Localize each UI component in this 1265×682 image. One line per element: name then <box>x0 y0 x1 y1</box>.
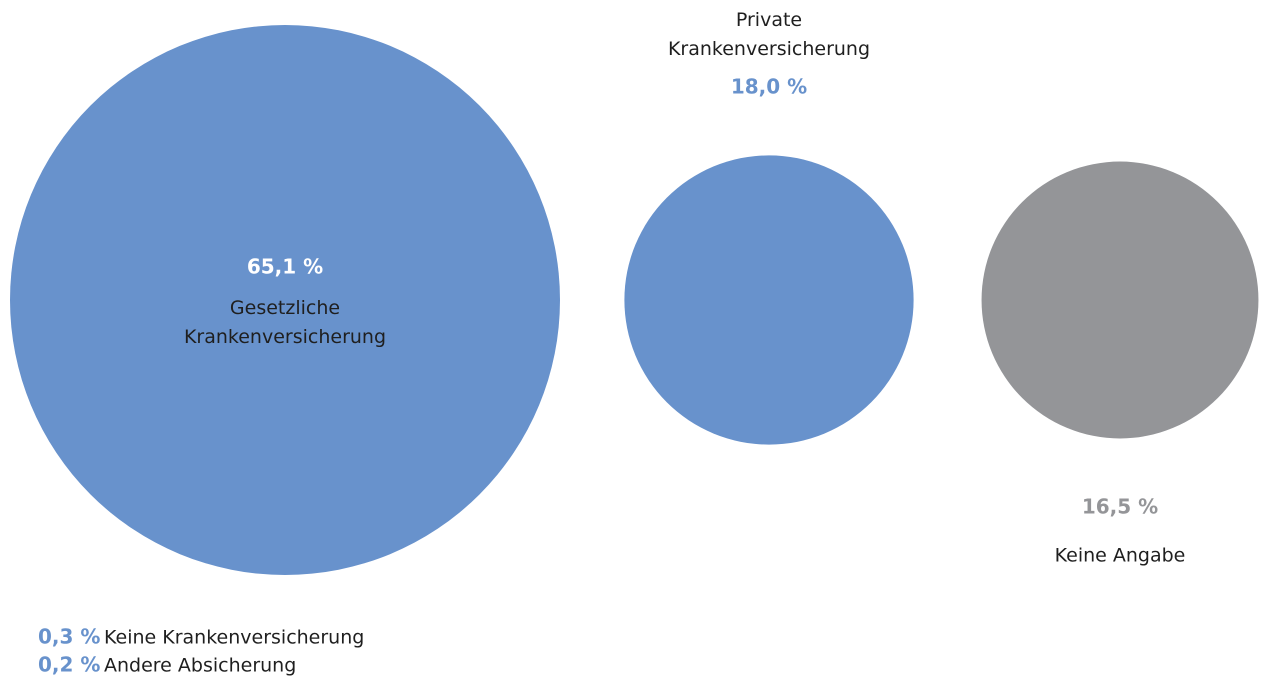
legend-label: Keine Krankenversicherung <box>104 627 364 649</box>
value-label: 0,3 % <box>38 625 100 649</box>
value-label: 16,5 % <box>1082 495 1158 519</box>
value-label: 0,2 % <box>38 653 100 677</box>
bubble <box>624 155 914 445</box>
bubble <box>10 25 560 575</box>
value-label: 65,1 % <box>247 255 323 279</box>
legend-label: Andere Absicherung <box>104 655 296 677</box>
bubble-label: Private Krankenversicherung <box>668 9 870 60</box>
bubble <box>981 161 1259 439</box>
bubble-label: Gesetzliche Krankenversicherung <box>184 297 386 348</box>
value-label: 18,0 % <box>731 75 807 99</box>
bubble-label: Keine Angabe <box>1055 545 1186 567</box>
